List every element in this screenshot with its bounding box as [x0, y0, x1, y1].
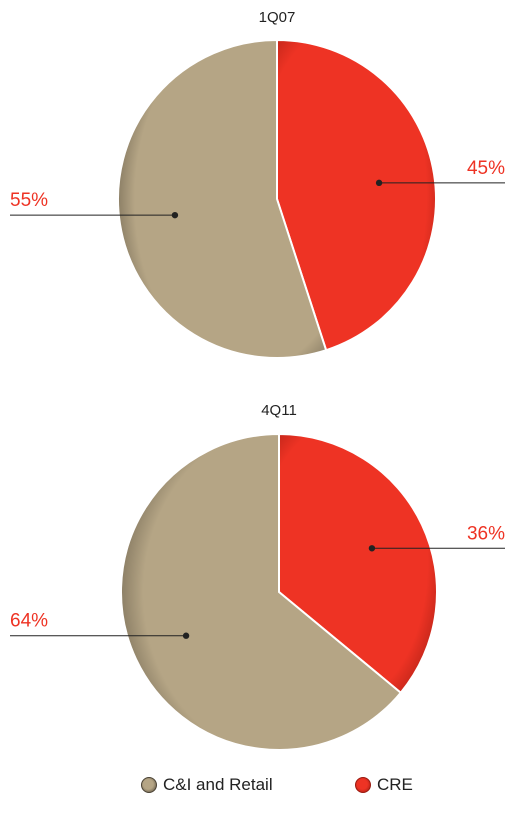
legend: C&I and Retail CRE: [0, 770, 508, 800]
legend-item-cre: CRE: [355, 770, 413, 800]
pie-title-1: 1Q07: [259, 9, 296, 26]
legend-label-ci-retail: C&I and Retail: [163, 775, 273, 794]
pie-2-data-label-2: 64%: [10, 611, 48, 632]
legend-item-ci-retail: C&I and Retail: [141, 770, 273, 800]
pie-2-data-label-1: 36%: [467, 523, 505, 544]
legend-label-cre: CRE: [377, 775, 413, 794]
pie-1-slice-ci-retail: [117, 38, 328, 359]
pie-title-2: 4Q11: [261, 402, 297, 419]
pie-1-data-label-1: 45%: [467, 158, 505, 179]
pie-2-leader-dot-2: [182, 632, 190, 639]
pie-2-leader-dot-1: [368, 545, 376, 552]
pie-1-data-label-2: 55%: [10, 190, 48, 211]
pie-2-slice-cre: [278, 432, 438, 695]
pie-2-slice-ci-retail: [120, 432, 403, 751]
legend-swatch-ci-retail-icon: [141, 777, 157, 793]
pie-1-leader-dot-2: [171, 211, 179, 219]
pie-1-leader-dot-1: [375, 179, 383, 187]
legend-swatch-cre-icon: [355, 777, 371, 793]
pie-1-slice-cre: [276, 38, 437, 352]
